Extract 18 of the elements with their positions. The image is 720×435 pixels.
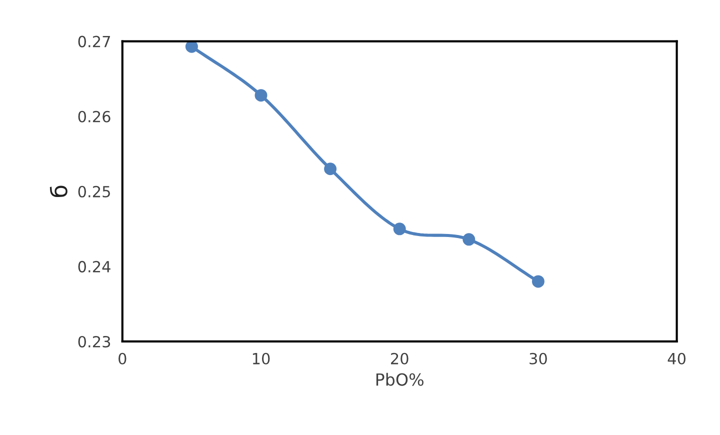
y-tick-label: 0.24: [78, 260, 110, 272]
point: [254, 89, 268, 102]
x-tick-label: 0: [118, 352, 126, 364]
point: [185, 41, 198, 53]
x-tick-label: 10: [252, 352, 270, 364]
y-tick-label: 0.27: [78, 36, 110, 48]
point: [393, 222, 406, 236]
point: [532, 275, 544, 288]
x-axis-title: PbO%: [376, 372, 424, 386]
y-tick-label: 0.25: [78, 186, 110, 198]
y-tick-label: 0.23: [78, 336, 110, 348]
y-tick-label: 0.26: [78, 110, 110, 122]
x-tick-label: 20: [391, 352, 408, 364]
x-tick-label: 30: [530, 352, 547, 364]
x-tick-label: 40: [668, 352, 686, 364]
y-axis-title: б: [50, 186, 68, 198]
point: [462, 233, 476, 246]
point: [324, 162, 337, 176]
